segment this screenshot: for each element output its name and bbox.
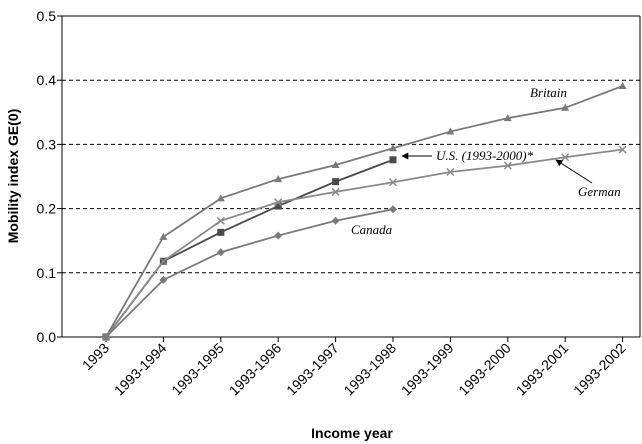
marker [446,167,455,177]
x-tick-label: 1993-1995 [168,340,227,399]
marker [159,257,168,266]
x-tick-label: 1993-2000 [455,340,514,399]
marker [216,216,225,225]
marker [102,333,110,341]
marker [561,153,570,162]
marker [561,103,570,111]
x-tick-label: 1993-2002 [570,340,629,399]
label-arrow [555,159,593,184]
marker [332,178,340,186]
x-tick-label: 1993 [79,340,112,373]
marker [446,127,455,135]
series-line [105,208,394,338]
series-line [105,85,623,338]
marker [274,231,283,240]
y-tick-label: 0.5 [37,8,57,24]
series-label: Canada [351,222,393,237]
marker [274,202,282,210]
x-tick-label: 1993-2001 [513,340,572,399]
marker [618,145,627,154]
marker [331,187,340,196]
x-tick-label: 1993-1997 [283,340,342,399]
series-label: Britain [530,85,567,100]
series-line [105,158,394,338]
marker [216,248,225,257]
y-tick-label: 0.0 [37,329,57,345]
x-tick-label: 1993-1996 [226,340,285,399]
marker [503,114,512,122]
marker [274,198,283,207]
y-axis-title: Mobility index GE(0) [5,109,21,244]
marker [388,178,398,187]
x-axis-title: Income year [311,425,393,441]
x-tick-label: 1993-1998 [340,340,399,399]
marker [618,81,627,89]
series-label: German [578,184,621,199]
marker [389,205,397,214]
marker [331,160,340,168]
y-tick-label: 0.4 [37,72,57,88]
series-label: U.S. (1993-2000)* [436,148,534,163]
y-tick-label: 0.3 [37,136,57,152]
marker [331,216,340,225]
marker [274,175,283,183]
marker [389,156,397,164]
y-tick-label: 0.2 [37,201,57,217]
x-tick-label: 1993-1994 [111,340,170,399]
marker [159,275,168,284]
marker [216,194,225,202]
marker [389,144,397,152]
marker [503,161,512,170]
marker [159,232,168,240]
y-tick-label: 0.1 [37,265,57,281]
series-line [105,148,623,338]
x-tick-label: 1993-1999 [398,340,457,399]
marker [217,228,225,236]
